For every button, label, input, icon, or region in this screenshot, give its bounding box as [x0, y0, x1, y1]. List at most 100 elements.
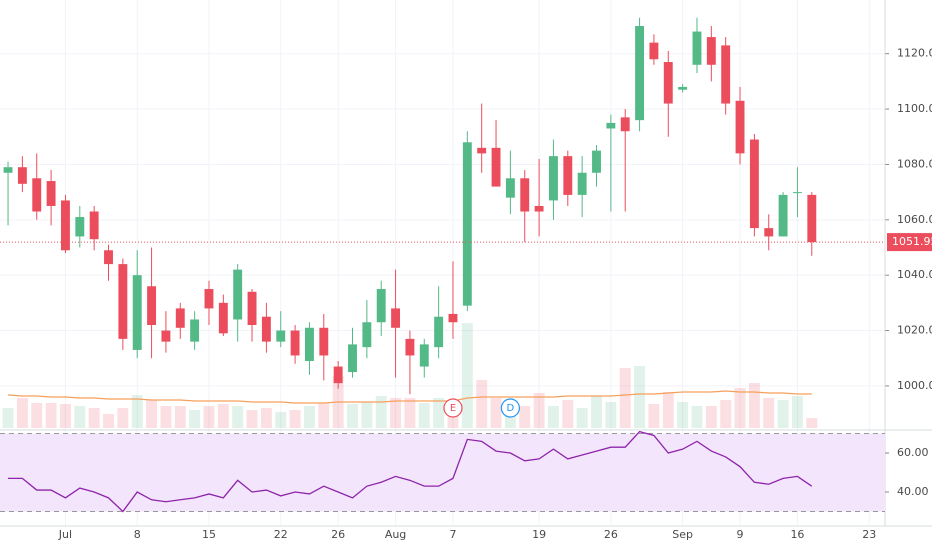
x-tick-label: 23: [862, 528, 876, 541]
last-price-label: 1051.95: [892, 235, 932, 248]
candle-body: [118, 264, 128, 339]
candle-body: [548, 156, 558, 201]
volume-bar: [591, 396, 602, 428]
candle-body: [391, 308, 401, 328]
candle-body: [104, 250, 113, 265]
y-tick-label: 1080.00: [897, 157, 932, 170]
candle-body: [261, 316, 271, 342]
candle-body: [735, 100, 745, 154]
candle-body: [434, 316, 444, 348]
candle-body: [419, 344, 429, 367]
event-badge[interactable]: [443, 398, 463, 418]
volume-bar: [677, 402, 689, 428]
event-label: E: [450, 403, 456, 414]
volume-bar: [203, 406, 215, 428]
y-tick-label: 1120.00: [897, 47, 932, 60]
candle-body: [276, 330, 286, 342]
volume-bar: [88, 408, 100, 428]
candle-body: [46, 181, 56, 206]
volume-bar: [390, 398, 402, 428]
volume-bar: [275, 412, 287, 428]
volume-bar: [189, 410, 201, 428]
volume-bar: [791, 396, 803, 428]
volume-bar: [519, 406, 531, 428]
candle-body: [218, 302, 228, 334]
volume-bar: [705, 406, 717, 428]
x-tick-label: 22: [274, 528, 288, 541]
volume-bar: [289, 410, 301, 428]
volume-bar: [45, 403, 57, 428]
rsi-line: [8, 430, 813, 513]
candle-body: [563, 156, 573, 195]
last-price-box: [887, 233, 932, 252]
x-tick-label: Sep: [672, 528, 693, 541]
x-tick-label: 16: [790, 528, 804, 541]
volume-bar: [16, 398, 28, 428]
volume-bar: [461, 323, 473, 428]
volume-bar: [59, 404, 71, 428]
candle-body: [132, 275, 142, 350]
x-tick-label: 26: [604, 528, 618, 541]
rsi-tick-label: 60.00: [897, 446, 929, 459]
volume-bar: [103, 414, 114, 428]
candle-body: [577, 172, 587, 195]
x-tick-label: 8: [134, 528, 141, 541]
candle-body: [778, 194, 788, 237]
candle-body: [32, 178, 42, 212]
candle-body: [333, 366, 343, 384]
candle-body: [635, 26, 645, 121]
volume-bar: [619, 368, 631, 428]
x-tick-label: 15: [202, 528, 216, 541]
candle-body: [319, 327, 329, 356]
volume-bar: [160, 406, 172, 428]
volume-bar: [562, 400, 574, 428]
volume-bar: [576, 408, 588, 428]
candle-body: [362, 322, 372, 348]
volume-bar: [748, 383, 760, 428]
candle-body: [520, 178, 530, 212]
volume-ma-line: [7, 390, 812, 404]
y-tick-label: 1020.00: [897, 324, 932, 337]
volume-bar: [2, 408, 14, 428]
volume-bar: [547, 406, 559, 428]
x-tick-label: 26: [331, 528, 345, 541]
candle-body: [75, 217, 85, 237]
candle-body: [17, 167, 27, 184]
volume-bar: [131, 395, 143, 428]
volume-bar: [146, 400, 158, 428]
candle-body: [792, 192, 802, 194]
volume-bar: [375, 396, 387, 428]
volume-bar: [734, 388, 746, 428]
volume-bar: [433, 398, 445, 428]
volume-bar: [720, 400, 732, 428]
volume-bar: [232, 406, 244, 428]
candle-body: [678, 86, 688, 90]
candle-body: [706, 37, 716, 65]
volume-bar: [476, 380, 488, 428]
y-tick-label: 1000.00: [897, 379, 932, 392]
candle-body: [491, 147, 501, 187]
volume-bar: [260, 408, 272, 428]
volume-bar: [648, 404, 660, 428]
volume-bar: [347, 404, 358, 428]
candle-body: [477, 147, 487, 154]
y-tick-label: 1060.00: [897, 213, 932, 226]
volume-bar: [662, 392, 674, 428]
x-tick-label: 19: [532, 528, 546, 541]
candle-body: [749, 139, 759, 229]
event-label: D: [507, 403, 515, 414]
candle-body: [204, 289, 214, 309]
rsi-tick-label: 40.00: [897, 485, 929, 498]
volume-bar: [303, 406, 315, 428]
volume-bar: [117, 408, 129, 428]
candle-body: [692, 31, 702, 65]
candle-body: [534, 205, 544, 212]
candle-body: [620, 117, 630, 132]
candle-body: [161, 330, 171, 342]
candle-body: [348, 344, 357, 373]
candle-body: [247, 291, 257, 326]
candle-body: [649, 42, 659, 60]
volume-bar: [174, 406, 186, 428]
event-badge[interactable]: [500, 398, 520, 418]
volume-bar: [763, 398, 775, 428]
